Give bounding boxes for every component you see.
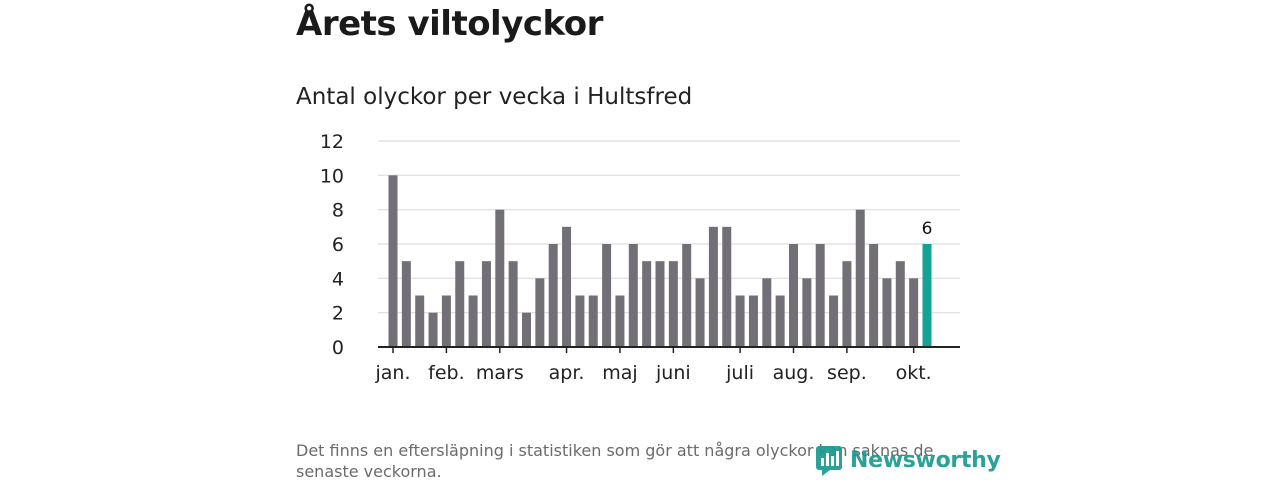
bar [415,295,425,347]
bar [789,244,798,347]
bar-chart: 0 2 4 6 8 10 12 jan. feb. mars apr. maj juni juli aug.… [320,131,960,384]
bar [495,209,505,347]
bar [708,226,718,347]
bar [588,295,598,347]
bar [655,261,665,347]
chart-card: Årets viltolyckor Antal olyckor per veck… [296,0,1001,481]
bar [441,295,451,347]
bar [602,244,612,347]
bar [468,295,478,347]
bar [668,261,678,347]
y-tick-label: 6 [332,234,344,256]
bar [909,278,919,347]
x-tick-label: juni [655,362,691,384]
bar [842,261,852,347]
bar [508,261,518,347]
bar [695,278,705,347]
bar [575,295,585,347]
bar [535,278,545,347]
bar [802,278,812,347]
brand-logo: Newsworthy [814,444,1001,476]
bar [481,261,491,347]
bar [855,209,865,347]
bar [748,295,758,347]
bar [895,261,905,347]
y-tick-label: 4 [332,268,344,290]
bar [762,278,772,347]
x-tick-label: maj [602,362,637,384]
bar [615,295,625,347]
bar [722,226,732,347]
newsworthy-logo-icon [816,446,842,476]
bar [829,295,839,347]
x-tick-label: sep. [827,362,867,384]
bar [428,312,438,347]
bar [775,295,785,347]
bar [922,244,932,347]
y-tick-label: 0 [332,337,344,359]
x-tick-label: okt. [896,362,932,384]
bar [548,244,558,347]
brand-name: Newsworthy [850,447,1001,473]
x-tick-label: apr. [549,362,585,384]
x-tick-label: mars [476,362,524,384]
x-tick-label: jan. [374,362,410,384]
footnote: Det finns en eftersläpning i statistiken… [296,441,934,481]
chart-subtitle: Antal olyckor per vecka i Hultsfred [296,84,693,110]
data-label: 6 [922,219,933,239]
bar [882,278,892,347]
y-tick-label: 12 [320,131,344,153]
bar [682,244,692,347]
y-tick-label: 2 [332,303,344,325]
bar [642,261,652,347]
bar [455,261,465,347]
bar [815,244,825,347]
bar [735,295,745,347]
bar [628,244,638,347]
x-tick-label: juli [725,362,754,384]
y-tick-label: 10 [320,165,344,187]
bar [562,226,572,347]
bar [869,244,879,347]
bar [401,261,411,347]
x-tick-label: aug. [773,362,815,384]
y-tick-label: 8 [332,200,344,222]
bar [522,312,531,347]
x-tick-label: feb. [428,362,464,384]
page-title: Årets viltolyckor [296,4,603,44]
bar [388,175,398,347]
